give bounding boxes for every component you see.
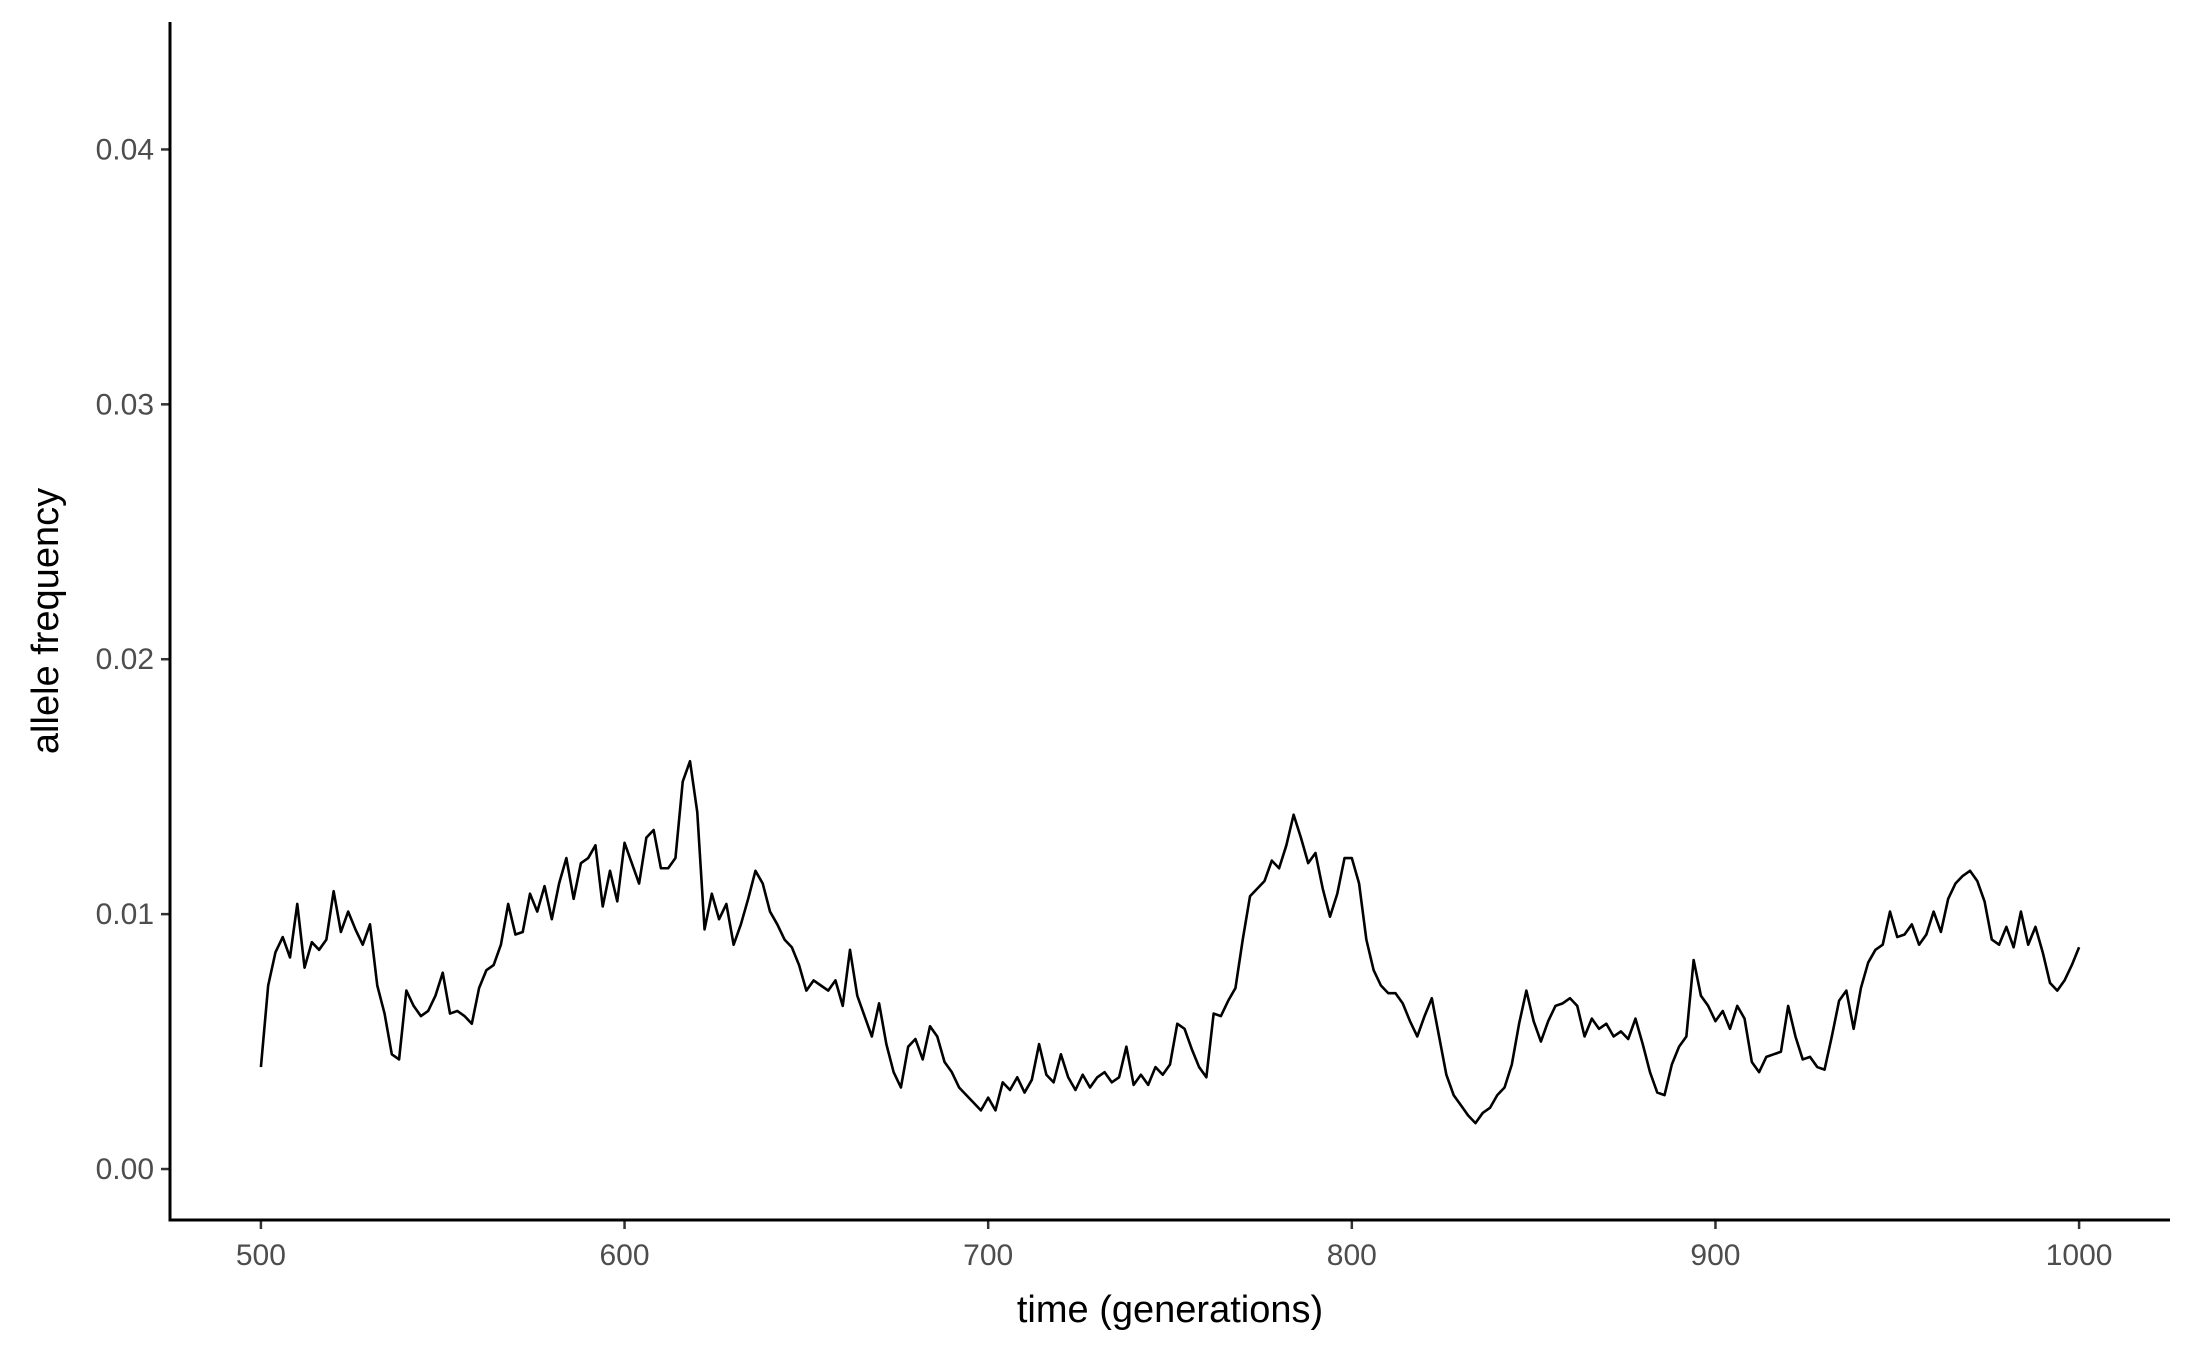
y-tick-label: 0.00 <box>96 1153 154 1186</box>
y-tick-label: 0.02 <box>96 643 154 676</box>
x-tick-label: 700 <box>963 1239 1013 1272</box>
x-axis-title: time (generations) <box>1017 1289 1323 1331</box>
y-axis-ticks: 0.00 0.01 0.02 0.03 0.04 <box>96 133 170 1186</box>
x-tick-label: 1000 <box>2046 1239 2113 1272</box>
y-tick-label: 0.03 <box>96 388 154 421</box>
y-tick-label: 0.01 <box>96 898 154 931</box>
x-axis-ticks: 500 600 700 800 900 1000 <box>236 1220 2113 1272</box>
x-tick-label: 600 <box>600 1239 650 1272</box>
x-tick-label: 900 <box>1690 1239 1740 1272</box>
y-axis-title: allele frequency <box>25 488 67 754</box>
y-tick-label: 0.04 <box>96 133 154 166</box>
x-tick-label: 800 <box>1327 1239 1377 1272</box>
series-line-allele-frequency <box>259 759 2081 1125</box>
x-tick-label: 500 <box>236 1239 286 1272</box>
